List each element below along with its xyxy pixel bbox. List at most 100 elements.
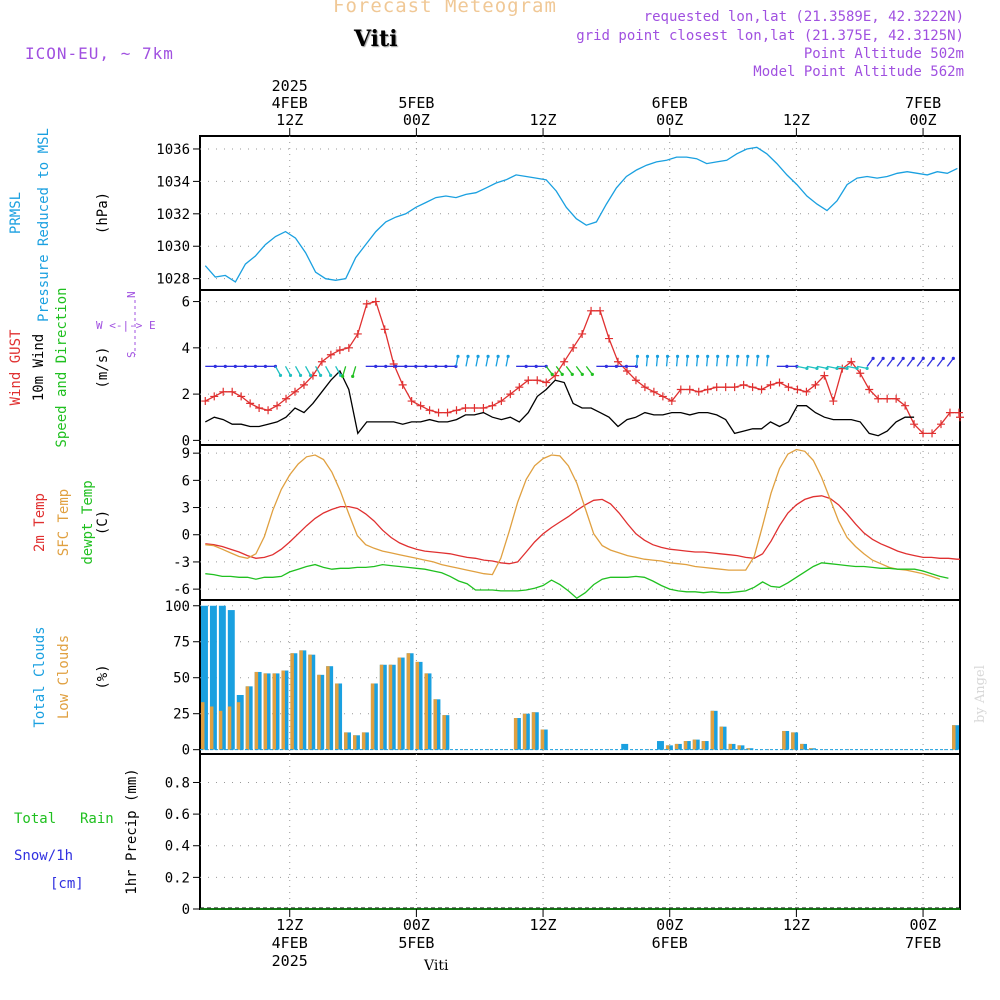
wind-arrow-head <box>560 372 564 376</box>
gust-marker <box>631 376 640 385</box>
bar-total-clouds <box>245 686 253 750</box>
gust-marker <box>506 390 515 399</box>
wind-arrow <box>826 365 838 369</box>
gust-marker <box>335 346 344 355</box>
gust-marker <box>622 366 631 375</box>
bar-low-clouds <box>388 664 393 750</box>
gust-marker <box>605 334 614 343</box>
gust-marker <box>416 401 425 410</box>
gridpoint-coords: grid point closest lon,lat (21.375E, 42.… <box>576 28 964 44</box>
gust-marker <box>282 394 291 403</box>
wind-arrow <box>946 357 954 367</box>
y-tick-label: 0.2 <box>165 870 190 886</box>
gust-marker <box>775 378 784 387</box>
gust-marker <box>739 380 748 389</box>
wind-arrow-head <box>716 354 720 358</box>
top-time-label: 00Z <box>910 111 937 129</box>
gust-marker <box>937 420 945 429</box>
bar-low-clouds <box>361 732 366 750</box>
gust-marker <box>596 306 605 315</box>
bar-low-clouds <box>809 748 813 750</box>
gust-marker <box>829 397 838 406</box>
wind-arrow <box>926 357 934 367</box>
gust-marker <box>255 403 264 412</box>
wind-arrow <box>342 366 347 377</box>
series-sfc-temp <box>205 448 941 580</box>
gust-marker <box>757 385 766 394</box>
gust-marker <box>658 392 667 401</box>
gust-marker <box>515 383 524 392</box>
gust-marker <box>299 380 308 389</box>
gust-marker <box>721 383 730 392</box>
wind-arrow <box>936 357 944 367</box>
gust-marker <box>811 380 820 389</box>
gust-marker <box>237 392 246 401</box>
bar-low-clouds <box>692 739 697 750</box>
bar-low-clouds <box>379 664 384 750</box>
panel-precip: 0 0.2 0.4 0.6 0.8 1hr Precip (mm) Total Rain Sno… <box>14 753 961 918</box>
bottom-time-label: 7FEB <box>905 934 941 952</box>
wind-arrow-head <box>233 364 237 368</box>
bar-low-clouds <box>701 741 706 750</box>
wind-arrow-head <box>665 354 670 358</box>
bar-low-clouds <box>683 741 688 750</box>
gust-marker <box>694 387 703 396</box>
gust-marker <box>497 397 506 406</box>
gust-marker <box>892 394 901 403</box>
y-tick-label: 4 <box>182 341 190 357</box>
wind-arrow <box>916 357 924 367</box>
temperature-label: SFC Temp <box>56 489 72 556</box>
wind-arrow-head <box>881 356 885 360</box>
footer-location: Viti <box>424 958 449 974</box>
wind-arrow <box>876 357 884 367</box>
precip-total-label: Total <box>14 811 56 827</box>
wind-arrow-head <box>288 373 293 377</box>
bottom-time-label: 4FEB <box>272 934 308 952</box>
gust-marker <box>578 329 587 338</box>
top-time-label: 00Z <box>656 111 683 129</box>
bar-low-clouds <box>227 706 232 750</box>
panel-clouds: 0 25 50 75 100 (%) Total Clouds Low Clouds <box>32 599 961 759</box>
y-tick-label: 50 <box>173 671 190 687</box>
bar-low-clouds <box>308 654 312 750</box>
wind-arrow <box>756 356 759 367</box>
top-time-label: 5FEB <box>398 94 434 112</box>
requested-coords: requested lon,lat (21.3589E, 42.3222N) <box>643 9 964 25</box>
panel-frame <box>199 135 961 291</box>
wind-arrow <box>465 356 469 367</box>
wind-arrow-head <box>329 373 333 377</box>
y-tick-label: 0.4 <box>165 839 190 855</box>
bar-low-clouds <box>353 735 357 750</box>
bar-low-clouds <box>540 729 545 750</box>
wind-arrow-head <box>865 366 869 370</box>
wind-arrow-head <box>756 354 760 358</box>
wind-arrow-head <box>476 354 480 358</box>
wind-arrow-head <box>921 356 925 360</box>
wind-arrow-head <box>951 356 955 360</box>
wind-arrow-head <box>404 364 408 368</box>
wind-arrow-head <box>604 364 608 368</box>
gust-marker <box>945 408 954 417</box>
wind-arrow <box>585 365 593 375</box>
bar-low-clouds <box>415 661 420 750</box>
bar-low-clouds <box>344 732 348 750</box>
wind-arrow <box>565 365 573 375</box>
wind-arrow-head <box>614 364 618 368</box>
clouds-label: Low Clouds <box>56 635 72 719</box>
wind-arrow-head <box>434 364 438 368</box>
wind-arrow-head <box>746 354 750 358</box>
wind-arrow-head <box>506 354 510 358</box>
top-time-label: 7FEB <box>905 94 941 112</box>
wind-arrow <box>352 366 357 377</box>
bar-total-clouds <box>218 605 226 750</box>
meteogram-title: Forecast Meteogram <box>333 0 557 17</box>
wind-arrow-head <box>706 354 710 358</box>
bar-low-clouds <box>728 743 732 750</box>
y-axis-label: (C) <box>95 510 111 535</box>
bar-total-clouds <box>657 741 664 750</box>
gust-marker <box>919 429 928 438</box>
bar-total-clouds <box>621 743 629 750</box>
wind-arrow <box>906 357 914 367</box>
gust-marker <box>901 401 910 410</box>
bar-low-clouds <box>710 710 715 750</box>
